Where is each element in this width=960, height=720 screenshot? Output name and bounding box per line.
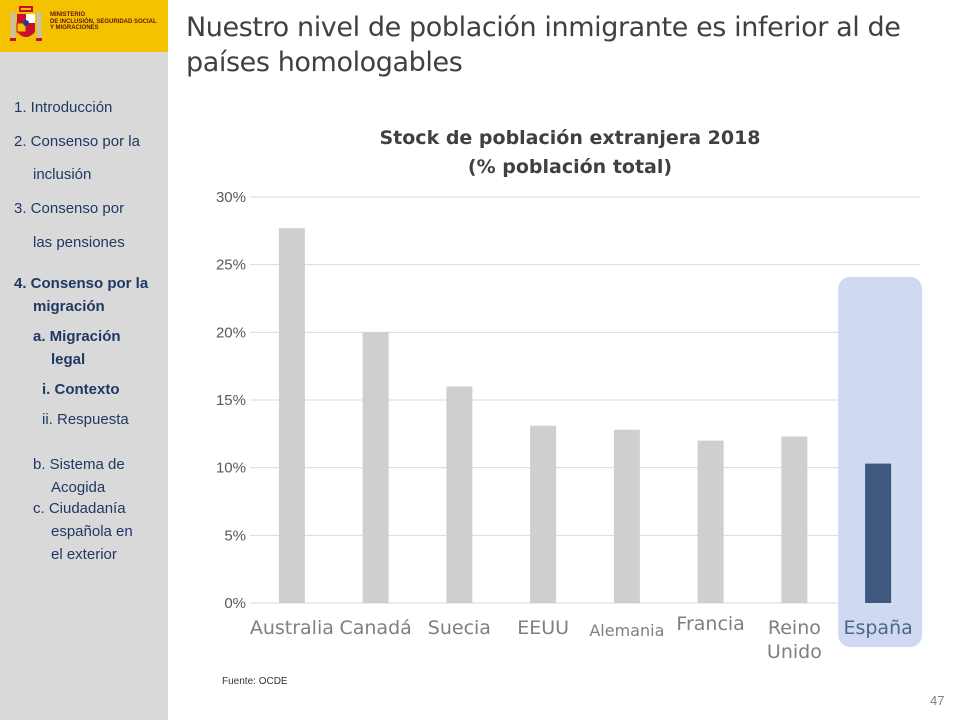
bar (781, 436, 808, 603)
y-tick-label: 30% (216, 189, 246, 206)
chart-subtitle: (% población total) (467, 156, 673, 178)
chart-title-main: Stock de población extranjera 2018 (379, 127, 761, 149)
ministry-name-line: de Inclusión, Seguridad Social (50, 18, 157, 25)
nav-item-ciudadania-cont-2[interactable]: el exterior (51, 546, 117, 563)
x-category-label-line: España (843, 617, 912, 639)
x-category-label: Reino Unido (767, 617, 822, 663)
nav-item-respuesta[interactable]: ii. Respuesta (42, 411, 129, 428)
bar (530, 425, 557, 603)
nav-item-sistema-acogida-cont[interactable]: Acogida (51, 479, 106, 496)
x-category-label-line: Alemania (589, 621, 664, 640)
x-category-label-line: Australia (250, 617, 334, 639)
y-tick-label: 15% (216, 392, 246, 409)
bar (865, 463, 892, 603)
x-category-label-line: EEUU (517, 617, 569, 639)
nav-item-consenso-migracion[interactable]: 4. Consenso por la (14, 275, 149, 292)
ministry-name: Ministerio de Inclusión, Seguridad Socia… (50, 12, 166, 32)
x-category-label: Francia (676, 613, 744, 635)
y-tick-label: 5% (224, 527, 246, 544)
x-category-label: Suecia (428, 617, 491, 639)
coat-of-arms-icon (10, 6, 42, 41)
ministry-name-line: Ministerio (50, 12, 86, 18)
nav-item-introduccion[interactable]: 1. Introducción (14, 99, 113, 116)
nav-item-migracion-legal[interactable]: a. Migración (33, 328, 121, 345)
x-category-label-line: Unido (767, 641, 822, 663)
ministry-name-line: y Migraciones (50, 25, 99, 31)
ministry-logo: Ministerio de Inclusión, Seguridad Socia… (0, 0, 168, 52)
bar (278, 228, 305, 604)
x-category-label: Australia (250, 617, 334, 639)
y-tick-label: 25% (216, 257, 246, 274)
x-category-label-line: Francia (676, 613, 744, 635)
bar (697, 440, 724, 603)
nav-item-consenso-pensiones[interactable]: 3. Consenso por (14, 200, 125, 217)
x-category-label: EEUU (517, 617, 569, 639)
y-tick-label: 20% (216, 324, 246, 341)
sidebar: Ministerio de Inclusión, Seguridad Socia… (0, 0, 168, 720)
slide-title-line: países homologables (186, 47, 463, 78)
nav-item-sistema-acogida[interactable]: b. Sistema de (33, 456, 125, 473)
nav-item-contexto[interactable]: i. Contexto (42, 381, 120, 398)
x-category-label: Alemania (589, 621, 664, 640)
bar (446, 386, 473, 603)
nav-item-consenso-migracion-cont[interactable]: migración (33, 298, 105, 315)
bar (362, 332, 389, 603)
bar (613, 429, 640, 603)
x-category-label: España (843, 617, 912, 639)
nav-item-ciudadania[interactable]: c. Ciudadanía (33, 500, 126, 517)
x-category-label: Canadá (339, 617, 411, 639)
nav-item-consenso-inclusion-cont[interactable]: inclusión (33, 166, 92, 183)
slide-title: Nuestro nivel de población inmigrante es… (186, 10, 946, 80)
bar-chart: 0% 5% 10% 15% 20% 25% 30% Australia Canadá Suecia… (216, 189, 923, 663)
source-note: Fuente: OCDE (222, 676, 288, 687)
x-category-label-line: Reino (768, 617, 821, 639)
nav-item-ciudadania-cont[interactable]: española en (51, 523, 133, 540)
x-category-label-line: Canadá (339, 617, 411, 639)
highlight-panel (838, 276, 923, 647)
chart-title: Stock de población extranjera 2018 (% po… (190, 124, 950, 182)
page-number: 47 (930, 693, 945, 708)
y-tick-label: 10% (216, 460, 246, 477)
y-tick-label: 0% (224, 595, 246, 612)
slide-title-line: Nuestro nivel de población inmigrante es… (186, 12, 901, 43)
nav-item-migracion-legal-cont[interactable]: legal (51, 351, 86, 368)
nav-item-consenso-pensiones-cont[interactable]: las pensiones (33, 234, 125, 251)
nav-item-consenso-inclusion[interactable]: 2. Consenso por la (14, 133, 140, 150)
x-category-label-line: Suecia (428, 617, 491, 639)
